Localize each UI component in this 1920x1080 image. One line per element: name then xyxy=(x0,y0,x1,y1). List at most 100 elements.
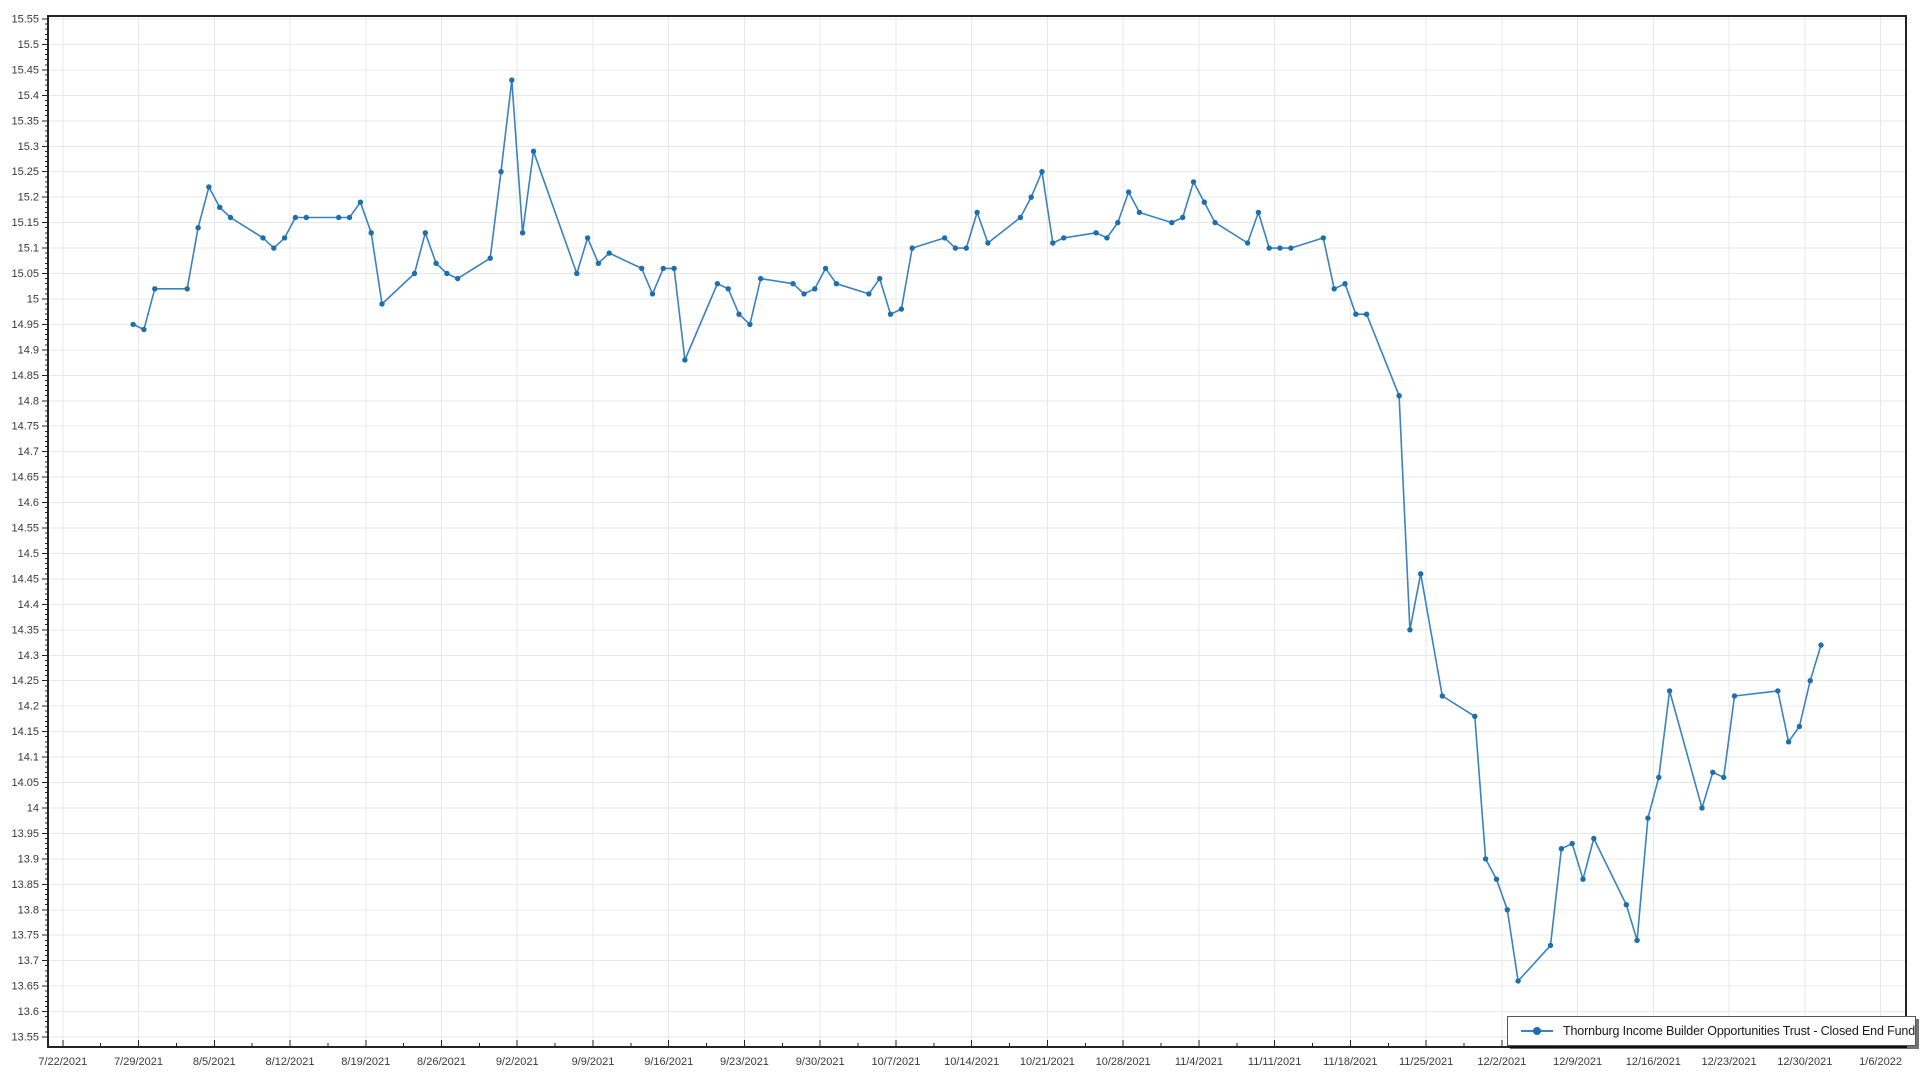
data-point-marker[interactable] xyxy=(1288,245,1294,251)
data-point-marker[interactable] xyxy=(1396,393,1402,399)
data-point-marker[interactable] xyxy=(1731,693,1738,699)
data-point-marker[interactable] xyxy=(877,275,883,282)
data-point-marker[interactable] xyxy=(141,326,147,333)
data-point-marker[interactable] xyxy=(498,169,504,175)
data-point-marker[interactable] xyxy=(1363,311,1370,317)
data-point-marker[interactable] xyxy=(152,286,158,292)
data-point-marker[interactable] xyxy=(963,245,969,251)
data-point-marker[interactable] xyxy=(574,270,580,277)
data-point-marker[interactable] xyxy=(1331,286,1337,292)
data-point-marker[interactable] xyxy=(433,260,439,266)
data-point-marker[interactable] xyxy=(714,281,721,287)
data-point-marker[interactable] xyxy=(1277,245,1283,251)
data-point-marker[interactable] xyxy=(1699,805,1705,811)
data-point-marker[interactable] xyxy=(725,286,731,292)
data-point-marker[interactable] xyxy=(1061,235,1067,241)
data-point-marker[interactable] xyxy=(1796,723,1803,730)
data-point-marker[interactable] xyxy=(1320,235,1327,241)
data-point-marker[interactable] xyxy=(519,230,526,236)
data-point-marker[interactable] xyxy=(1169,219,1175,226)
data-point-marker[interactable] xyxy=(1623,902,1630,908)
data-point-marker[interactable] xyxy=(1775,688,1781,694)
data-point-marker[interactable] xyxy=(758,275,764,282)
data-point-marker[interactable] xyxy=(260,235,266,241)
data-point-marker[interactable] xyxy=(1666,688,1673,694)
data-point-marker[interactable] xyxy=(1785,739,1792,745)
data-point-marker[interactable] xyxy=(1039,169,1045,175)
data-point-marker[interactable] xyxy=(660,265,666,272)
data-point-marker[interactable] xyxy=(1591,835,1597,842)
data-point-marker[interactable] xyxy=(747,321,753,328)
data-point-marker[interactable] xyxy=(1558,846,1565,852)
data-point-marker[interactable] xyxy=(1547,942,1554,949)
data-point-marker[interactable] xyxy=(595,260,602,266)
data-point-marker[interactable] xyxy=(1255,209,1262,216)
data-point-marker[interactable] xyxy=(1634,937,1640,943)
data-point-marker[interactable] xyxy=(455,275,461,282)
data-point-marker[interactable] xyxy=(1493,876,1500,882)
data-point-marker[interactable] xyxy=(1721,774,1727,781)
data-point-marker[interactable] xyxy=(1353,311,1359,317)
data-point-marker[interactable] xyxy=(1580,876,1586,882)
data-point-marker[interactable] xyxy=(671,265,677,272)
data-point-marker[interactable] xyxy=(985,240,991,246)
data-point-marker[interactable] xyxy=(1569,840,1575,847)
data-point-marker[interactable] xyxy=(336,214,342,221)
data-point-marker[interactable] xyxy=(941,235,948,241)
data-point-marker[interactable] xyxy=(292,214,299,221)
data-point-marker[interactable] xyxy=(1028,194,1034,200)
data-point-marker[interactable] xyxy=(195,225,201,231)
data-point-marker[interactable] xyxy=(1418,571,1424,577)
data-point-marker[interactable] xyxy=(606,250,612,256)
data-point-marker[interactable] xyxy=(1439,693,1446,699)
data-point-marker[interactable] xyxy=(649,291,656,297)
data-point-marker[interactable] xyxy=(487,255,493,261)
data-point-marker[interactable] xyxy=(1093,230,1099,236)
data-point-marker[interactable] xyxy=(584,235,591,241)
data-point-marker[interactable] xyxy=(909,245,915,251)
data-point-marker[interactable] xyxy=(1342,281,1348,287)
data-point-marker[interactable] xyxy=(1266,245,1272,251)
data-point-marker[interactable] xyxy=(898,306,905,312)
data-point-marker[interactable] xyxy=(887,311,894,317)
data-point-marker[interactable] xyxy=(444,270,450,277)
data-point-marker[interactable] xyxy=(184,286,190,292)
data-point-marker[interactable] xyxy=(1482,856,1489,862)
data-point-marker[interactable] xyxy=(509,77,515,83)
data-point-marker[interactable] xyxy=(1710,769,1716,775)
data-point-marker[interactable] xyxy=(1504,907,1511,913)
data-point-marker[interactable] xyxy=(271,245,277,251)
data-point-marker[interactable] xyxy=(1115,219,1121,226)
data-point-marker[interactable] xyxy=(1645,815,1651,821)
data-point-marker[interactable] xyxy=(1818,642,1824,648)
data-point-marker[interactable] xyxy=(379,301,385,307)
data-point-marker[interactable] xyxy=(1212,219,1218,226)
data-point-marker[interactable] xyxy=(812,286,818,292)
data-point-marker[interactable] xyxy=(411,270,418,277)
data-point-marker[interactable] xyxy=(1190,179,1197,185)
data-point-marker[interactable] xyxy=(357,199,364,205)
data-point-marker[interactable] xyxy=(368,230,374,236)
data-point-marker[interactable] xyxy=(206,184,212,190)
data-point-marker[interactable] xyxy=(974,209,980,216)
data-point-marker[interactable] xyxy=(281,235,288,241)
data-point-marker[interactable] xyxy=(227,214,234,221)
data-point-marker[interactable] xyxy=(217,204,223,210)
data-point-marker[interactable] xyxy=(1180,214,1186,221)
data-point-marker[interactable] xyxy=(1050,240,1056,246)
data-point-marker[interactable] xyxy=(1017,214,1024,221)
data-point-marker[interactable] xyxy=(346,214,353,221)
data-point-marker[interactable] xyxy=(1125,189,1132,195)
data-point-marker[interactable] xyxy=(736,311,742,317)
data-point-marker[interactable] xyxy=(1807,678,1813,684)
data-point-marker[interactable] xyxy=(822,265,829,272)
data-point-marker[interactable] xyxy=(303,214,309,221)
data-point-marker[interactable] xyxy=(422,230,428,236)
data-point-marker[interactable] xyxy=(790,281,796,287)
data-point-marker[interactable] xyxy=(952,245,959,251)
data-point-marker[interactable] xyxy=(1244,240,1251,246)
data-point-marker[interactable] xyxy=(1136,209,1143,216)
data-point-marker[interactable] xyxy=(866,291,872,297)
data-point-marker[interactable] xyxy=(1472,713,1478,719)
